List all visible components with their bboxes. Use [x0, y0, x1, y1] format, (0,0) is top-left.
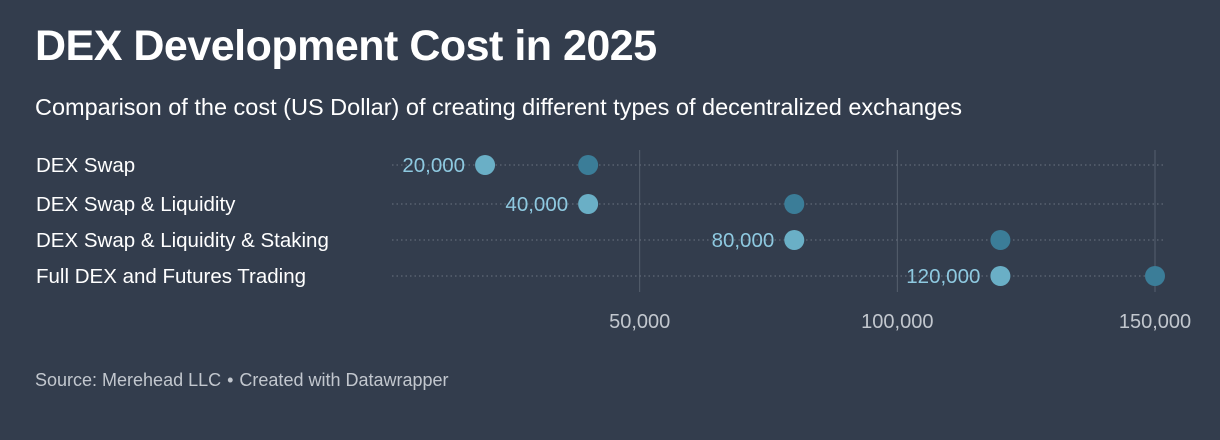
value-label: 20,000 [402, 154, 465, 177]
credit-note: Created with Datawrapper [239, 370, 449, 390]
start-dot [475, 155, 496, 175]
x-tick-label: 50,000 [609, 311, 670, 333]
value-label: 80,000 [712, 229, 775, 252]
x-tick-label: 100,000 [861, 311, 933, 333]
value-label: 120,000 [906, 265, 980, 288]
value-label: 40,000 [505, 193, 568, 216]
x-tick-label: 150,000 [1119, 311, 1191, 333]
end-dot [1145, 266, 1165, 286]
chart-title: DEX Development Cost in 2025 [35, 22, 657, 70]
start-dot [990, 266, 1011, 286]
end-dot [578, 155, 599, 175]
chart-subtitle: Comparison of the cost (US Dollar) of cr… [35, 94, 962, 120]
category-label: DEX Swap & Liquidity & Staking [36, 229, 329, 252]
category-label: DEX Swap & Liquidity [36, 193, 236, 216]
end-dot [784, 194, 805, 214]
start-dot [578, 194, 599, 214]
source-note: Source: Merehead LLC [35, 370, 222, 390]
start-dot [784, 230, 805, 250]
category-label: DEX Swap [36, 154, 135, 177]
footer-separator: • [227, 370, 234, 390]
end-dot [990, 230, 1011, 250]
category-label: Full DEX and Futures Trading [36, 265, 306, 288]
chart-footer: Source: Merehead LLC • Created with Datawr… [35, 370, 449, 391]
